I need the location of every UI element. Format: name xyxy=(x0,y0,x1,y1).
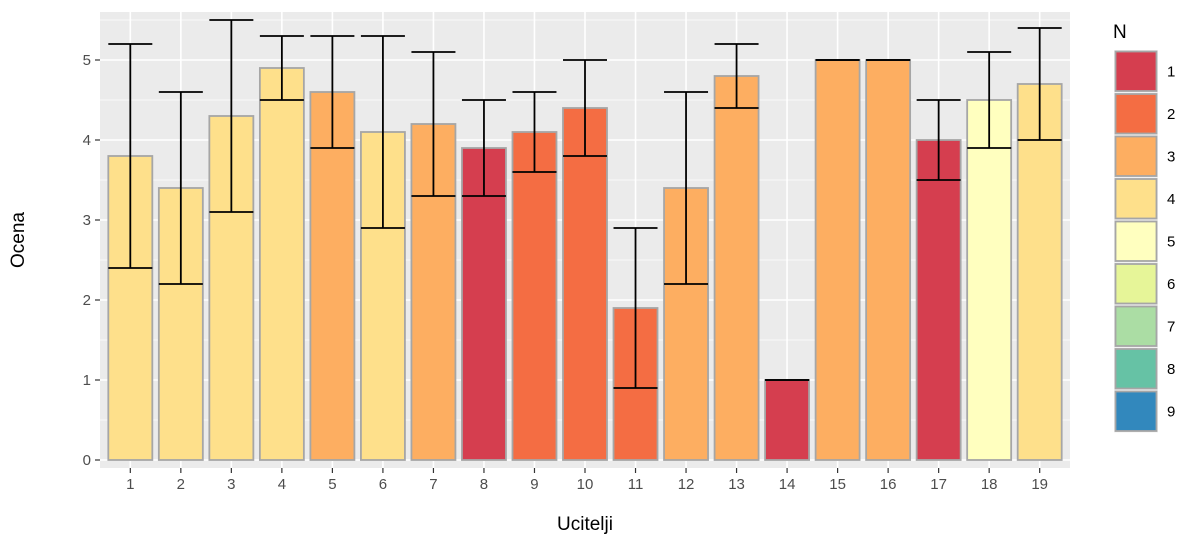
y-axis: 0 1 2 3 4 5 xyxy=(83,52,100,469)
error-bar-13 xyxy=(714,43,759,109)
error-bar-10 xyxy=(563,59,607,157)
legend-label-1: 1 xyxy=(1167,63,1175,80)
error-bar-19 xyxy=(1017,27,1062,141)
x-tick-label: 14 xyxy=(779,476,796,493)
error-bar-17 xyxy=(916,99,961,181)
bar-13 xyxy=(713,75,760,461)
y-tick-label: 4 xyxy=(83,132,91,149)
error-bar-1 xyxy=(108,43,153,269)
x-tick-label: 12 xyxy=(678,476,695,493)
bar-19 xyxy=(1016,83,1063,461)
legend-swatch-9 xyxy=(1114,390,1158,432)
error-bar-7 xyxy=(411,51,456,197)
y-tick-label: 3 xyxy=(83,212,91,229)
x-tick-label: 4 xyxy=(278,476,286,493)
legend-label-9: 9 xyxy=(1167,403,1175,420)
legend-swatch-5 xyxy=(1114,220,1158,262)
bar-5 xyxy=(309,91,356,461)
legend-swatch-4 xyxy=(1114,178,1158,220)
x-tick-label: 19 xyxy=(1031,476,1048,493)
bar-15 xyxy=(814,59,861,461)
x-tick-label: 9 xyxy=(530,476,538,493)
legend-swatch-6 xyxy=(1114,263,1158,305)
x-tick-label: 1 xyxy=(126,476,134,493)
x-tick-label: 7 xyxy=(429,476,437,493)
legend-label-3: 3 xyxy=(1167,148,1175,165)
error-bar-9 xyxy=(512,91,557,173)
error-bar-12 xyxy=(664,91,709,285)
error-bar-8 xyxy=(461,99,506,197)
bar-4 xyxy=(258,67,305,461)
bar-10 xyxy=(562,107,608,461)
legend-swatch-2 xyxy=(1114,93,1158,135)
bar-9 xyxy=(511,131,558,461)
x-tick-label: 5 xyxy=(328,476,336,493)
error-bar-2 xyxy=(158,91,203,285)
legend-swatch-1 xyxy=(1114,50,1158,92)
legend-label-7: 7 xyxy=(1167,318,1175,335)
x-tick-label: 3 xyxy=(227,476,235,493)
legend-title: N xyxy=(1113,22,1127,43)
legend-label-2: 2 xyxy=(1167,106,1175,123)
x-tick-label: 18 xyxy=(981,476,998,493)
x-axis: 1 2 3 4 5 6 7 8 9 10 11 12 13 14 15 16 17 18 19 xyxy=(126,468,1048,493)
bar-18 xyxy=(966,99,1013,461)
bar-16 xyxy=(865,59,912,461)
bars xyxy=(107,59,1063,461)
x-tick-label: 11 xyxy=(628,476,644,493)
error-bar-11 xyxy=(613,227,658,389)
y-tick-label: 1 xyxy=(83,372,91,389)
x-tick-label: 16 xyxy=(880,476,897,493)
bar-17 xyxy=(915,139,962,461)
x-axis-title: Ucitelji xyxy=(557,514,613,535)
x-tick-label: 17 xyxy=(930,476,947,493)
error-bar-18 xyxy=(967,51,1012,149)
legend-label-5: 5 xyxy=(1167,233,1175,250)
error-bar-5 xyxy=(310,35,355,149)
error-bar-4 xyxy=(259,35,304,101)
error-bar-6 xyxy=(360,35,405,229)
legend-label-8: 8 xyxy=(1167,361,1175,378)
x-tick-label: 13 xyxy=(728,476,745,493)
x-tick-label: 2 xyxy=(177,476,185,493)
legend-swatch-3 xyxy=(1114,135,1158,177)
y-axis-title: Ocena xyxy=(8,212,29,268)
y-tick-label: 5 xyxy=(83,52,91,69)
error-bar-3 xyxy=(209,19,254,213)
legend-label-6: 6 xyxy=(1167,276,1175,293)
x-tick-label: 15 xyxy=(829,476,846,493)
bar-14 xyxy=(764,379,810,461)
error-bars xyxy=(108,19,1062,389)
legend-swatch-7 xyxy=(1114,305,1158,347)
x-tick-label: 6 xyxy=(379,476,387,493)
legend: N 1 2 3 4 5 6 7 8 9 xyxy=(1113,22,1175,433)
legend-label-4: 4 xyxy=(1167,191,1175,208)
x-tick-label: 10 xyxy=(577,476,594,493)
y-tick-label: 0 xyxy=(83,452,91,469)
x-tick-label: 8 xyxy=(480,476,488,493)
legend-swatch-8 xyxy=(1114,348,1158,390)
y-tick-label: 2 xyxy=(83,292,91,309)
